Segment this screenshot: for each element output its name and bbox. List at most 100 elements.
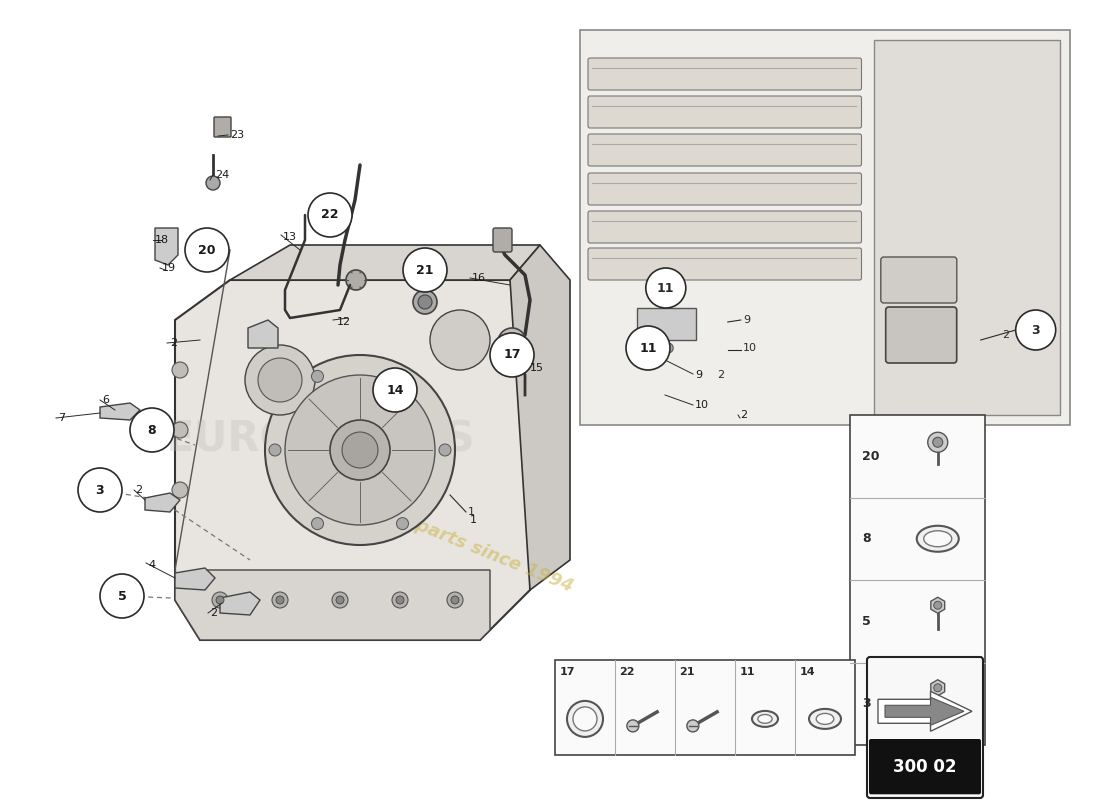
Circle shape <box>934 602 942 610</box>
Circle shape <box>439 444 451 456</box>
Circle shape <box>573 707 597 731</box>
Polygon shape <box>175 280 530 640</box>
Circle shape <box>646 268 685 308</box>
Circle shape <box>336 596 344 604</box>
Polygon shape <box>155 228 178 265</box>
Circle shape <box>451 596 459 604</box>
Text: 2: 2 <box>170 338 177 348</box>
Circle shape <box>212 592 228 608</box>
Polygon shape <box>248 320 278 348</box>
Text: 2: 2 <box>210 608 217 618</box>
FancyBboxPatch shape <box>588 211 861 243</box>
Text: 14: 14 <box>386 383 404 397</box>
Polygon shape <box>931 598 945 614</box>
Polygon shape <box>145 493 180 512</box>
Text: 3: 3 <box>1032 323 1040 337</box>
Text: 22: 22 <box>321 209 339 222</box>
Text: 300 02: 300 02 <box>893 758 957 776</box>
FancyBboxPatch shape <box>588 134 861 166</box>
Text: 15: 15 <box>530 363 544 373</box>
FancyBboxPatch shape <box>867 657 983 798</box>
Circle shape <box>311 370 323 382</box>
Text: 3: 3 <box>96 483 104 497</box>
Circle shape <box>498 328 526 356</box>
FancyBboxPatch shape <box>881 257 957 303</box>
Text: 17: 17 <box>504 349 520 362</box>
Text: 13: 13 <box>283 232 297 242</box>
FancyBboxPatch shape <box>588 58 861 90</box>
Circle shape <box>330 420 390 480</box>
Text: 16: 16 <box>472 273 486 283</box>
Circle shape <box>311 518 323 530</box>
Text: 6: 6 <box>102 395 109 405</box>
Text: 20: 20 <box>862 450 880 462</box>
Circle shape <box>272 592 288 608</box>
Text: 9: 9 <box>695 370 702 380</box>
Circle shape <box>185 228 229 272</box>
Circle shape <box>430 310 490 370</box>
Text: 21: 21 <box>416 263 433 277</box>
Circle shape <box>396 370 408 382</box>
FancyBboxPatch shape <box>850 415 984 745</box>
Circle shape <box>644 343 653 353</box>
Circle shape <box>245 345 315 415</box>
Circle shape <box>396 518 408 530</box>
Text: EUROSPARES: EUROSPARES <box>165 419 475 461</box>
Text: 21: 21 <box>680 667 695 677</box>
Text: 5: 5 <box>862 614 871 628</box>
Text: 3: 3 <box>862 698 870 710</box>
Circle shape <box>418 295 432 309</box>
Circle shape <box>663 343 673 353</box>
Circle shape <box>403 248 447 292</box>
Text: 7: 7 <box>58 413 65 423</box>
Text: 10: 10 <box>742 343 757 353</box>
Polygon shape <box>175 570 490 640</box>
Text: 20: 20 <box>198 243 216 257</box>
Text: 17: 17 <box>560 667 575 677</box>
Circle shape <box>626 326 670 370</box>
Text: 18: 18 <box>155 235 169 245</box>
Circle shape <box>270 444 280 456</box>
Text: 11: 11 <box>657 282 674 294</box>
Text: 23: 23 <box>230 130 244 140</box>
Text: 24: 24 <box>214 170 229 180</box>
Circle shape <box>285 375 435 525</box>
Circle shape <box>100 574 144 618</box>
FancyBboxPatch shape <box>874 40 1060 415</box>
FancyBboxPatch shape <box>580 30 1070 425</box>
Circle shape <box>172 422 188 438</box>
Text: 1: 1 <box>468 507 475 517</box>
Circle shape <box>373 368 417 412</box>
Text: 9: 9 <box>742 315 750 325</box>
Polygon shape <box>220 592 260 615</box>
Text: 11: 11 <box>639 342 657 354</box>
FancyBboxPatch shape <box>886 307 957 363</box>
Circle shape <box>396 596 404 604</box>
Polygon shape <box>886 698 964 726</box>
Text: 10: 10 <box>695 400 710 410</box>
Circle shape <box>1015 310 1056 350</box>
Circle shape <box>265 355 455 545</box>
Circle shape <box>172 482 188 498</box>
FancyBboxPatch shape <box>637 308 696 340</box>
Text: 8: 8 <box>147 423 156 437</box>
Ellipse shape <box>816 714 834 725</box>
Circle shape <box>206 176 220 190</box>
Circle shape <box>342 432 378 468</box>
Circle shape <box>927 432 948 452</box>
Text: 11: 11 <box>739 667 755 677</box>
FancyBboxPatch shape <box>214 117 231 137</box>
Text: a passion for parts since 1994: a passion for parts since 1994 <box>285 464 575 596</box>
Text: 19: 19 <box>162 263 176 273</box>
Text: 22: 22 <box>619 667 635 677</box>
Text: 12: 12 <box>337 317 351 327</box>
Circle shape <box>130 408 174 452</box>
Ellipse shape <box>808 709 842 729</box>
Circle shape <box>308 193 352 237</box>
Polygon shape <box>931 680 945 696</box>
Text: 2: 2 <box>740 410 747 420</box>
FancyBboxPatch shape <box>588 248 861 280</box>
Circle shape <box>332 592 348 608</box>
Text: 2: 2 <box>135 485 142 495</box>
Ellipse shape <box>916 526 959 552</box>
